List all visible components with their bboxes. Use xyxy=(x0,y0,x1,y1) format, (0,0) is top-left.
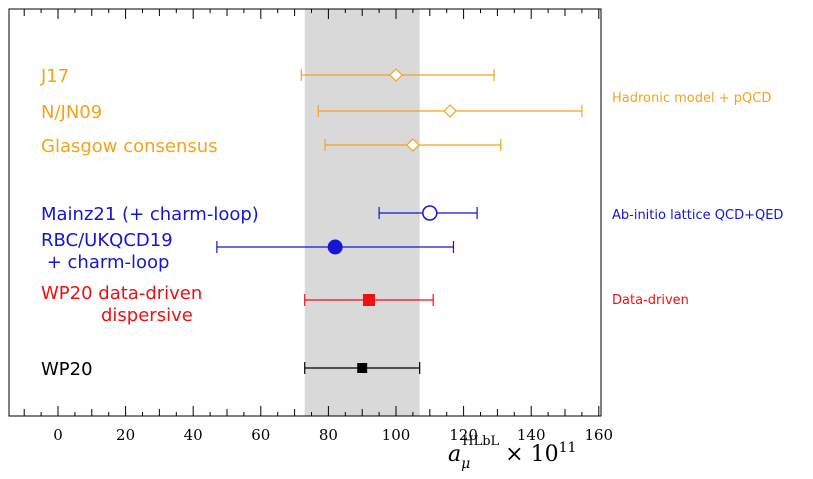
x-tick-label: 140 xyxy=(517,426,546,444)
x-tick-label: 100 xyxy=(382,426,411,444)
point-label: WP20 xyxy=(41,359,93,380)
point-label: J17 xyxy=(40,66,69,87)
x-tick-label: 40 xyxy=(184,426,203,444)
data-point xyxy=(406,138,420,152)
x-tick-label: 120 xyxy=(449,426,478,444)
data-point xyxy=(327,239,343,255)
x-tick-label: 0 xyxy=(53,426,63,444)
group-label: Data-driven xyxy=(612,293,689,308)
plot-frame xyxy=(8,8,602,417)
point-label: N/JN09 xyxy=(41,102,102,123)
point-label: Mainz21 (+ charm-loop) xyxy=(41,204,259,225)
point-label: WP20 data-driven xyxy=(41,283,202,304)
x-tick-label: 80 xyxy=(319,426,338,444)
x-tick-label: 60 xyxy=(251,426,270,444)
data-point xyxy=(362,294,375,306)
x-axis-label: aμHLbL× 1011 xyxy=(448,434,576,472)
x-tick-label: 20 xyxy=(116,426,135,444)
data-point xyxy=(422,205,438,221)
point-label: dispersive xyxy=(101,305,193,326)
point-label: RBC/UKQCD19 xyxy=(41,230,173,251)
point-label: + charm-loop xyxy=(41,252,169,273)
data-point xyxy=(357,363,368,373)
group-label: Ab-initio lattice QCD+QED xyxy=(612,208,783,223)
x-tick-label: 160 xyxy=(584,426,613,444)
data-point xyxy=(389,68,403,82)
group-label: Hadronic model + pQCD xyxy=(612,91,771,106)
data-point xyxy=(443,104,457,118)
point-label: Glasgow consensus xyxy=(41,136,218,157)
